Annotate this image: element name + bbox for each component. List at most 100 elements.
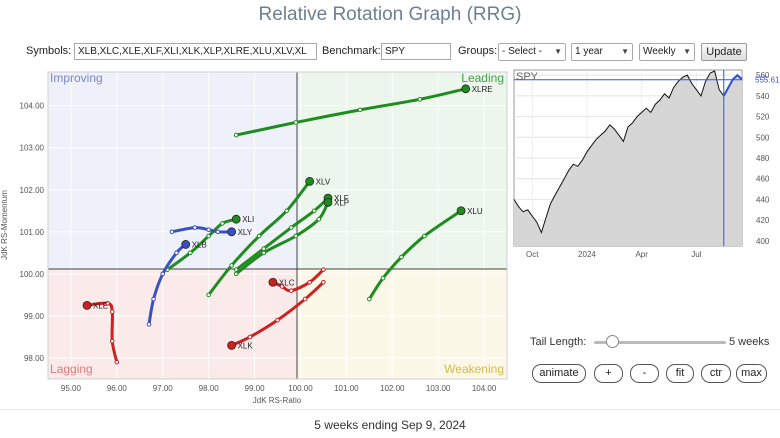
footer-caption: 5 weeks ending Sep 9, 2024 bbox=[314, 418, 466, 432]
series-tail-point bbox=[293, 120, 299, 125]
series-xlu[interactable]: XLU bbox=[367, 206, 483, 302]
spy-y-tick-label: 500 bbox=[756, 133, 770, 142]
series-tail-point bbox=[192, 225, 198, 230]
spy-y-tick-label: 460 bbox=[756, 175, 770, 184]
series-label: XLE bbox=[93, 301, 108, 310]
y-tick-label: 100.00 bbox=[20, 270, 45, 279]
series-tail-point bbox=[109, 309, 115, 315]
x-tick-label: 95.00 bbox=[61, 384, 82, 393]
series-xlb[interactable]: XLB bbox=[146, 240, 207, 327]
series-head-point[interactable] bbox=[268, 277, 278, 287]
series-tail-point bbox=[206, 233, 211, 239]
series-xlk[interactable]: XLK bbox=[227, 279, 326, 350]
fit-button[interactable]: fit bbox=[666, 364, 694, 383]
spy-chart[interactable]: 400 420 440 460 480 500 520 540 560 Oct 2024 Apr Ju… bbox=[512, 68, 780, 264]
page-title: Relative Rotation Graph (RRG) bbox=[258, 4, 522, 25]
tail-length-slider-handle[interactable] bbox=[606, 335, 619, 348]
series-head-point[interactable] bbox=[181, 240, 191, 249]
center-button[interactable]: ctr bbox=[701, 364, 731, 383]
series-head-point[interactable] bbox=[227, 227, 237, 237]
series-label: XLF bbox=[334, 194, 349, 203]
quadrant-label-lagging: Lagging bbox=[50, 362, 93, 376]
series-xle[interactable]: XLE bbox=[82, 301, 120, 365]
series-tail-point bbox=[399, 254, 404, 260]
y-tick-label: 104.00 bbox=[20, 102, 45, 111]
series-head-point[interactable] bbox=[82, 301, 92, 310]
groups-select-value: - Select - bbox=[502, 46, 543, 57]
spy-current-value: 555.61 bbox=[755, 76, 780, 85]
x-tick-label: 100.00 bbox=[288, 384, 313, 393]
series-head-point[interactable] bbox=[231, 214, 241, 224]
series-head-point[interactable] bbox=[227, 340, 237, 350]
series-head-point[interactable] bbox=[456, 206, 466, 216]
max-button[interactable]: max bbox=[736, 364, 767, 383]
series-xlf[interactable]: XLF bbox=[233, 193, 349, 272]
plot-border bbox=[47, 71, 508, 380]
interval-select[interactable]: Weekly ▼ bbox=[639, 43, 695, 61]
spy-x-tick-labels: Oct 2024 Apr Jul bbox=[526, 250, 702, 259]
series-tail-point bbox=[311, 208, 317, 214]
series-xlc[interactable]: XLC bbox=[268, 267, 326, 293]
x-tick-label: 99.00 bbox=[245, 384, 266, 393]
spy-y-tick-label: 520 bbox=[756, 113, 770, 122]
series-xlp[interactable]: XLP bbox=[233, 197, 349, 277]
groups-select[interactable]: - Select - ▼ bbox=[498, 43, 566, 61]
spy-x-tick-label: 2024 bbox=[578, 250, 596, 259]
tail-length-slider-track[interactable] bbox=[594, 341, 726, 344]
interval-select-value: Weekly bbox=[643, 46, 676, 57]
spy-x-tick-label: Jul bbox=[691, 250, 701, 259]
period-select[interactable]: 1 year ▼ bbox=[571, 43, 633, 61]
series-tail-point bbox=[380, 275, 386, 281]
series-tail-point bbox=[275, 317, 280, 323]
series-tail-point bbox=[146, 322, 152, 327]
series-tail-point bbox=[169, 229, 175, 235]
series-head-point[interactable] bbox=[323, 197, 333, 207]
benchmark-label: Benchmark: bbox=[322, 45, 381, 57]
zoom-out-button[interactable]: - bbox=[630, 364, 659, 383]
series-tail-point bbox=[261, 246, 267, 251]
x-tick-label: 101.00 bbox=[334, 384, 359, 393]
spy-y-tick-label: 400 bbox=[756, 237, 770, 246]
spy-x-tick-label: Oct bbox=[526, 250, 539, 259]
spy-x-tick-label: Apr bbox=[635, 250, 648, 259]
symbols-input[interactable]: XLB,XLC,XLE,XLF,XLI,XLK,XLP,XLRE,XLU,XLV… bbox=[74, 43, 317, 60]
series-xlre[interactable]: XLRE bbox=[233, 84, 493, 138]
series-tail-point bbox=[220, 221, 225, 226]
series-label: XLP bbox=[334, 198, 349, 207]
series-head-point[interactable] bbox=[461, 84, 471, 94]
series-xli[interactable]: XLI bbox=[165, 214, 255, 272]
x-tick-label: 104.00 bbox=[472, 384, 497, 393]
series-head-point[interactable] bbox=[305, 176, 315, 186]
rrg-chart[interactable]: Improving Leading Lagging Weakening 95.0… bbox=[0, 68, 512, 408]
symbols-label: Symbols: bbox=[26, 45, 72, 57]
benchmark-input[interactable]: SPY bbox=[381, 43, 451, 60]
series-tail-point bbox=[417, 97, 423, 102]
animate-button[interactable]: animate bbox=[532, 364, 586, 383]
y-tick-label: 101.00 bbox=[20, 228, 45, 237]
spy-y-tick-label: 420 bbox=[756, 216, 770, 225]
series-tail-point bbox=[422, 233, 427, 239]
series-tail-point bbox=[206, 227, 211, 233]
series-tail-point bbox=[233, 132, 239, 138]
series-label: XLU bbox=[467, 207, 483, 216]
quadrant-weakening bbox=[297, 269, 507, 379]
series-tail-point bbox=[109, 338, 115, 344]
spy-price-line bbox=[513, 70, 743, 234]
series-tail-point bbox=[160, 271, 166, 277]
series-tail-point bbox=[367, 296, 372, 302]
quadrant-improving bbox=[48, 72, 297, 269]
series-xlv[interactable]: XLV bbox=[206, 176, 331, 298]
chevron-down-icon: ▼ bbox=[621, 47, 629, 56]
series-tail-point bbox=[114, 359, 120, 365]
zoom-in-button[interactable]: + bbox=[594, 364, 623, 383]
spy-symbol-label: SPY bbox=[516, 71, 539, 83]
spy-y-tick-label: 440 bbox=[756, 195, 770, 204]
controls-bar: Symbols: XLB,XLC,XLE,XLF,XLI,XLK,XLP,XLR… bbox=[0, 42, 780, 64]
series-xly[interactable]: XLY bbox=[169, 225, 253, 237]
series-tail-point bbox=[233, 271, 239, 277]
update-button[interactable]: Update bbox=[701, 43, 747, 61]
tail-length-value: 5 weeks bbox=[729, 336, 770, 348]
series-label: XLC bbox=[279, 278, 295, 287]
series-tail-point bbox=[229, 263, 234, 268]
series-tail-point bbox=[174, 250, 179, 256]
